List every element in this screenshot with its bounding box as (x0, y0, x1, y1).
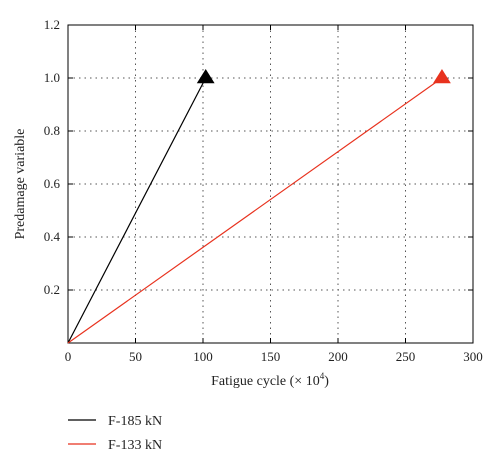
x-tick-label: 0 (65, 349, 72, 364)
x-tick-label: 150 (261, 349, 281, 364)
series-markers (196, 69, 451, 84)
y-tick-label: 1.0 (44, 70, 60, 85)
x-axis-label: Fatigue cycle (× 104) (211, 371, 329, 389)
legend-label-f185: F-185 kN (108, 414, 162, 429)
series-lines (67, 77, 443, 344)
x-tick-label: 200 (328, 349, 348, 364)
y-axis-label: Predamage variable (13, 129, 28, 240)
series-marker-1 (433, 69, 451, 84)
x-tick-label: 300 (463, 349, 483, 364)
series-line-0 (67, 77, 207, 344)
series-line-1 (67, 77, 443, 344)
grid (68, 25, 473, 343)
y-tick-label: 1.2 (44, 17, 60, 32)
series-marker-0 (196, 69, 215, 84)
x-tick-label: 250 (396, 349, 416, 364)
x-ticks: 0 50 100 150 200 250 300 (65, 25, 483, 364)
y-tick-label: 0.4 (44, 229, 61, 244)
y-tick-label: 0.2 (44, 282, 60, 297)
x-tick-label: 50 (129, 349, 142, 364)
y-ticks: 0.2 0.4 0.6 0.8 1.0 1.2 (44, 17, 473, 297)
x-tick-label: 100 (193, 349, 213, 364)
legend-label-f133: F-133 kN (108, 438, 162, 453)
y-tick-label: 0.8 (44, 123, 60, 138)
legend: F-185 kN F-133 kN (68, 414, 162, 453)
y-tick-label: 0.6 (44, 176, 61, 191)
